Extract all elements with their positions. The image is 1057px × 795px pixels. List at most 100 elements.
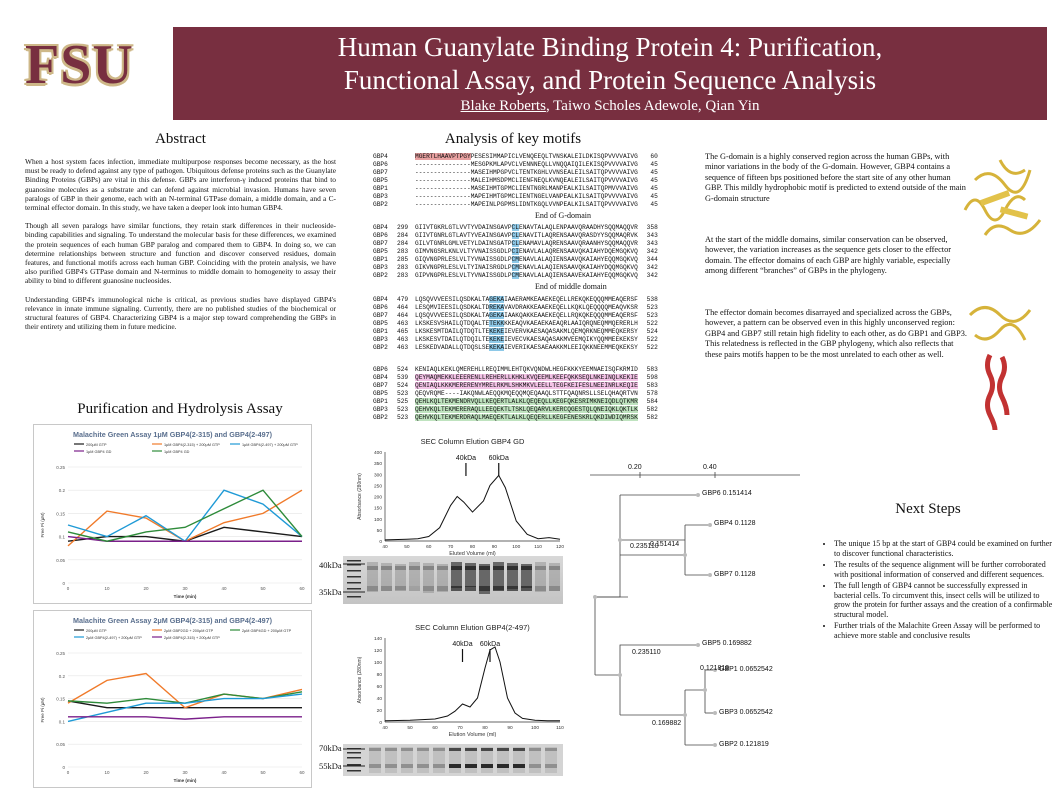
- y-tick-label: 0: [379, 720, 382, 726]
- alignment-row: GBP4 299 GIIVTGKRLGTLVVTYVDAINSGAVPCLENAVT…: [373, 224, 658, 232]
- gel-band: [385, 764, 397, 768]
- y-axis-label: Absorbance (280nm): [357, 473, 363, 520]
- alignment-gene-name: GBP3: [373, 406, 388, 413]
- ladder-band: [347, 596, 361, 598]
- alignment-sequence: GIKVNGPRLESLVLTYINAISRGDLPCMENAVLALAQIEN…: [415, 264, 638, 271]
- sec-chart-2-497: SEC Column Elution GBP4(2-497) 40 50 60 70 80…: [357, 623, 564, 738]
- alignment-gene-name: GBP1: [373, 398, 388, 405]
- alignment-start-pos: 283: [397, 264, 409, 271]
- alignment-sequence: QEHLKQLTEKMENDRVQLLKEQERTLALKLQEQEQLLKEG…: [415, 398, 638, 405]
- alignment-end-pos: 342: [646, 248, 658, 255]
- alignment-end-pos: 582: [646, 414, 658, 421]
- gel-band: [417, 764, 429, 768]
- gel-band: [549, 586, 560, 591]
- x-tick-label: 50: [260, 770, 266, 775]
- gel-lane: [545, 747, 557, 773]
- tree-leaf-gbp4: GBP4 0.1128: [714, 520, 756, 527]
- y-tick-label: 100: [374, 660, 382, 666]
- alignment-sequence: GIIVTGKRLGTLVVTYVDAINSGAVPCLENAVTALAQLEN…: [415, 224, 638, 231]
- alignment-sequence: MGERTLHAAVPTPGYPESESIMMAPICLVENQEEQLTVNS…: [415, 153, 638, 160]
- alignment-gene-name: GBP1: [373, 256, 388, 263]
- gel-band: [521, 566, 532, 570]
- alignment-gene-name: GBP4: [373, 296, 388, 303]
- gel-lane: [529, 747, 541, 773]
- gel-lane: [479, 564, 490, 594]
- y-tick-label: 200: [374, 495, 382, 501]
- gel2-marker-70: 70kDa: [319, 743, 342, 753]
- alignment-sequence: ---------------MAPEINLPGPMSLIDNTKGQLVVNP…: [415, 201, 638, 208]
- gel-band: [513, 748, 525, 751]
- gel-lane: [385, 747, 397, 773]
- gel-lane: [395, 564, 406, 590]
- author-rest: , Taiwo Scholes Adewole, Qian Yin: [545, 98, 760, 114]
- legend-entry: 200μM GTP: [86, 443, 107, 447]
- malachite-chart-1: Malachite Green Assay 1μM GBP4(2-315) an…: [40, 430, 305, 599]
- gel-band: [433, 748, 445, 751]
- gel-lane: [381, 563, 392, 591]
- gel-band: [367, 586, 378, 591]
- alignment-sequence: GILVTGNRLGMLVETYLDAINSGATPCLENAMAVLAQREN…: [415, 240, 638, 247]
- series-line: [68, 716, 302, 720]
- malachite-chart-2-panel: Malachite Green Assay 2μM GBP4(2-315) an…: [33, 610, 312, 788]
- alignment-gene-name: GBP4: [373, 374, 388, 381]
- x-tick-label: 20: [143, 586, 149, 591]
- x-tick-label: 50: [404, 544, 410, 550]
- gel-lane: [417, 747, 429, 773]
- ladder-band: [347, 588, 361, 590]
- gel-band: [545, 764, 557, 768]
- gel-band: [507, 586, 518, 591]
- alignment-sequence: QEYMAQMEKKLEEERENLLREHERLLKHKLKVQEEMLKEE…: [415, 374, 638, 381]
- alignment-row: GBP5 523 QEQVRQME----IAKQNWLAEQQKMQEQQMQEQ…: [373, 390, 658, 398]
- sds-gel-1-image: [343, 556, 563, 604]
- alignment-row: GBP3 523 QEHVKQLTEKMERERAQLLEEQEKTLTSKLQEQ…: [373, 406, 658, 414]
- fsu-logo: FSU: [25, 34, 134, 96]
- mw-marker-label: 40kDa: [456, 455, 476, 462]
- alignment-row: GBP4 479 LQSQVVVEESILQSDKALTAGEKAIAAERAMKE…: [373, 296, 658, 304]
- gel-band: [479, 586, 490, 591]
- y-tick-label: 0.15: [56, 697, 65, 702]
- y-tick-label: 0.25: [56, 651, 65, 656]
- tree-leaf-gbp5: GBP5 0.169882: [702, 640, 752, 647]
- y-tick-label: 350: [374, 461, 382, 467]
- alignment-gene-name: GBP5: [373, 177, 388, 184]
- alignment-end-pos: 342: [646, 272, 658, 279]
- series-line: [67, 489, 303, 542]
- effector-domain-text: The effector domain becomes disarrayed a…: [705, 308, 967, 359]
- alignment-row: GBP7 524 QENIAQLKKKMERERENYMRELRKMLSHKMKVL…: [373, 382, 658, 390]
- y-tick-label: 120: [374, 648, 382, 654]
- gel-band: [401, 764, 413, 768]
- gel-band: [493, 586, 504, 591]
- mw-marker-label: 40kDa: [452, 641, 472, 648]
- ladder-band: [347, 752, 361, 754]
- x-axis-label: Elution Volume (ml): [449, 732, 497, 738]
- mw-marker-label: 60kDa: [480, 641, 500, 648]
- sec-title: SEC Column Elution GBP4 GD: [421, 437, 525, 446]
- series-line: [67, 526, 303, 542]
- alignment-row: GBP6 284 GIIVTGNRLGTLAVTYVEAINSGAVPCLENAVI…: [373, 232, 658, 240]
- alignment-row: GBP6 464 LESQMVIEESILQSDKALTDREKAVAVDRAKKE…: [373, 304, 658, 312]
- gel-lane: [521, 564, 532, 588]
- end-middle-domain-label: End of middle domain: [535, 282, 607, 291]
- x-tick-label: 30: [182, 586, 188, 591]
- gel-band: [497, 748, 509, 751]
- y-tick-label: 20: [377, 708, 383, 714]
- alignment-start-pos: 524: [397, 382, 409, 389]
- alignment-sequence: LQSQVVVEESILQSDKALTAGEKAIAAERAMKEAAEKEQE…: [415, 296, 638, 303]
- gel-lane: [401, 747, 413, 773]
- gel-band: [451, 586, 462, 591]
- alignment-row: GBP2 283 GIPVNGPRLESLVLTYVNAISSGDLPCMENAVL…: [373, 272, 658, 280]
- author-main: Blake Roberts: [460, 98, 546, 114]
- alignment-end-pos: 45: [650, 169, 658, 176]
- malachite-chart-2: Malachite Green Assay 2μM GBP4(2-315) an…: [40, 616, 305, 783]
- y-tick-label: 0.05: [56, 742, 65, 747]
- alignment-gene-name: GBP1: [373, 328, 388, 335]
- tree-branch-label: 0.121819: [700, 665, 730, 672]
- alignment-sequence: ---------------MASEIHMTGPMCLIENTNGRLMANP…: [415, 185, 638, 192]
- gel-band: [449, 764, 461, 768]
- alignment-end-pos: 343: [646, 240, 658, 247]
- alignment-row: GBP3 ---------------MAPEIHMTGPMCLIENTNGEL…: [373, 193, 658, 201]
- alignment-sequence: LKSKESMTDAILQTDQTLTEKEKEIEVERVKAESAQASAK…: [415, 328, 638, 335]
- gel-band: [535, 586, 546, 591]
- x-axis-label: Eluted Volume (ml): [449, 551, 496, 557]
- alignment-sequence: GIIVTGNRLGTLAVTYVEAINSGAVPCLENAVITLAQREN…: [415, 232, 638, 239]
